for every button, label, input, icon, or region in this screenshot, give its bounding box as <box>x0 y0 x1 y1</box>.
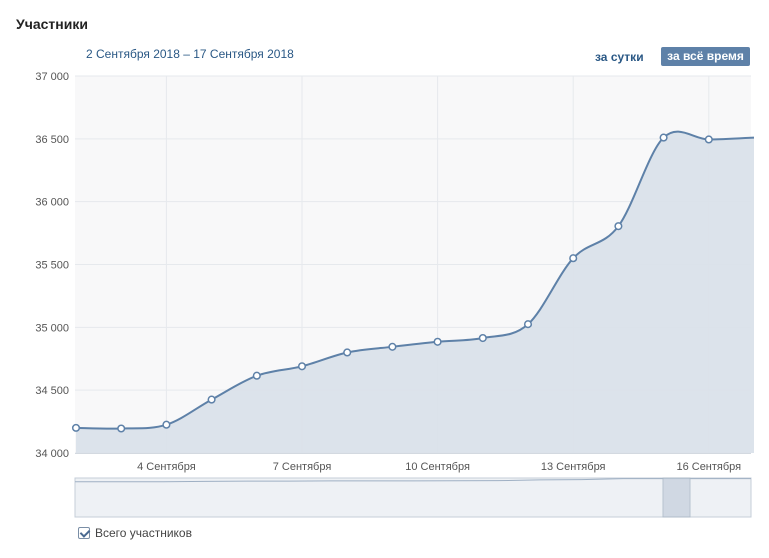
y-tick-label: 34 500 <box>35 385 69 397</box>
data-point <box>71 423 81 432</box>
data-point <box>659 133 668 142</box>
page-title: Участники <box>16 16 88 32</box>
data-point <box>207 395 216 404</box>
members-chart: 34 000 34 500 35 000 35 500 36 000 36 500 37 0… <box>35 71 755 518</box>
navigator-line <box>75 478 751 483</box>
date-range: 2 Сентября 2018 – 17 Сентября 2018 <box>86 47 294 61</box>
period-all-button[interactable]: за всё время <box>661 47 750 66</box>
legend[interactable]: Всего участников <box>78 526 192 540</box>
y-tick-label: 37 000 <box>35 71 69 83</box>
x-tick-label: 13 Сентября <box>541 461 606 473</box>
x-tick-label: 16 Сентября <box>676 461 741 473</box>
data-point <box>297 362 307 371</box>
x-tick-label: 7 Сентября <box>273 461 332 473</box>
data-point <box>523 320 533 329</box>
y-tick-label: 35 000 <box>35 322 69 334</box>
legend-label: Всего участников <box>95 526 192 540</box>
y-tick-label: 35 500 <box>35 260 69 272</box>
data-point <box>478 333 487 343</box>
y-tick-label: 36 000 <box>35 197 69 209</box>
series-area <box>76 131 754 453</box>
x-tick-label: 10 Сентября <box>405 461 470 473</box>
data-point <box>704 135 713 144</box>
data-point <box>433 337 442 346</box>
y-tick-label: 34 000 <box>35 448 69 460</box>
series-line <box>75 130 755 430</box>
navigator-window <box>662 477 691 518</box>
data-point <box>162 420 171 429</box>
checkbox-icon[interactable] <box>78 527 90 539</box>
data-point <box>252 371 261 380</box>
data-point <box>117 424 126 433</box>
navigator <box>74 477 752 518</box>
data-point <box>388 342 397 351</box>
period-day-button[interactable]: за сутки <box>595 50 644 64</box>
y-tick-label: 36 500 <box>35 134 69 146</box>
x-tick-label: 4 Сентября <box>137 461 196 473</box>
data-point <box>343 348 352 357</box>
data-point <box>569 254 578 263</box>
data-point <box>614 222 623 231</box>
